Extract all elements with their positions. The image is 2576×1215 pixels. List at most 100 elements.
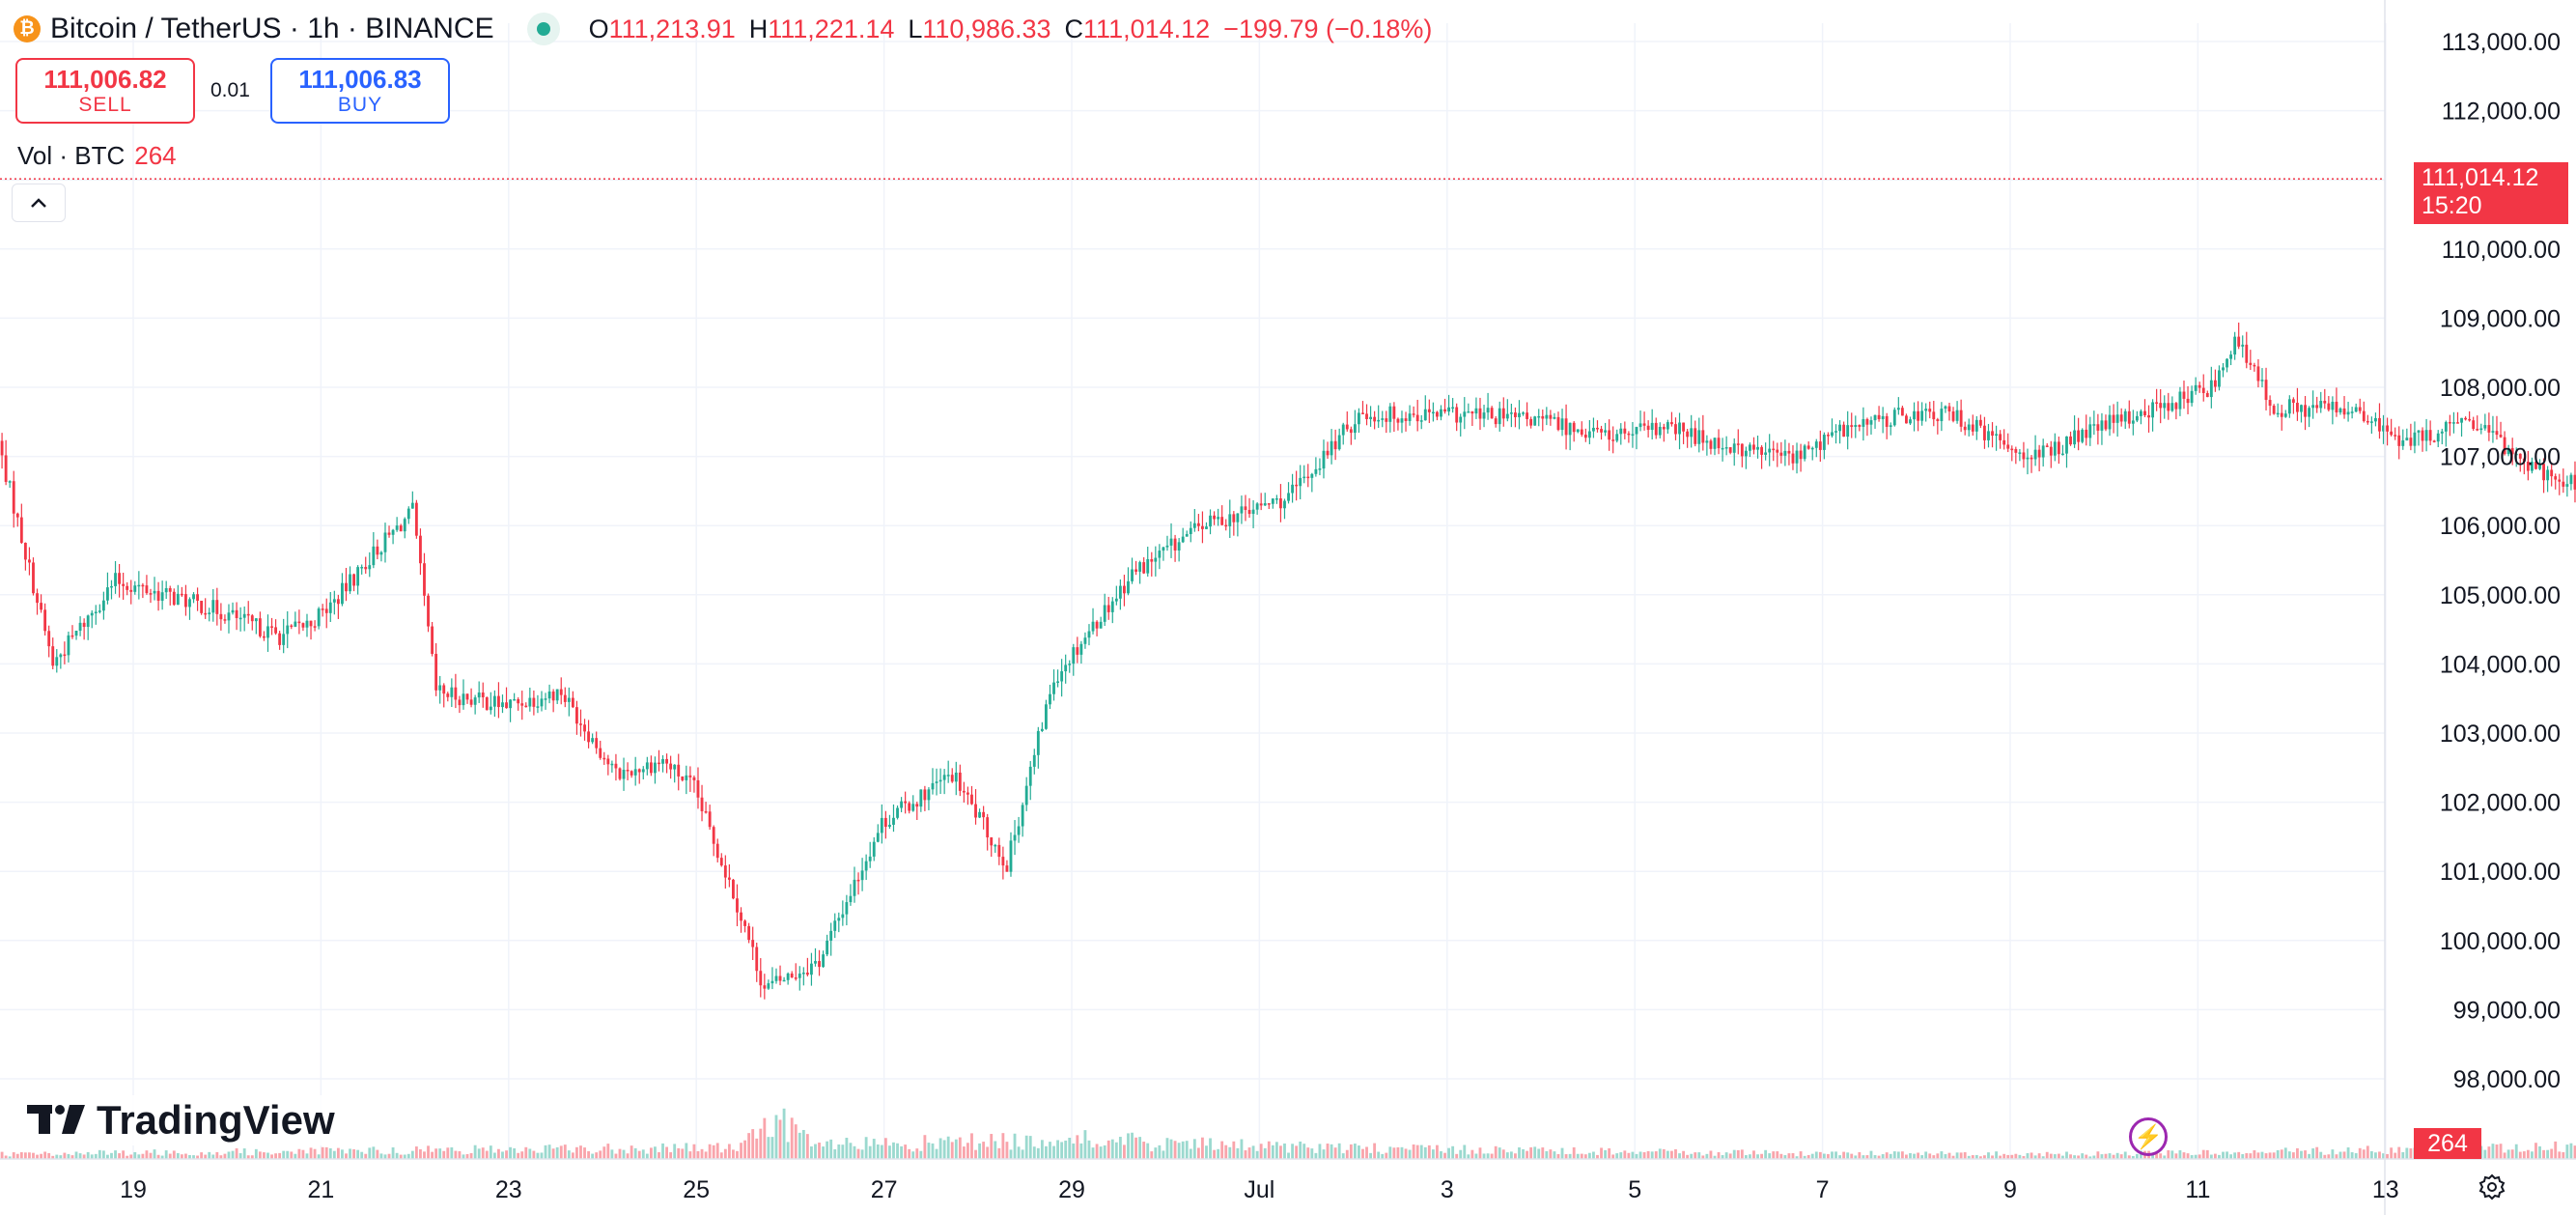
volume-bar: [1666, 1150, 1669, 1159]
candle-body: [242, 613, 246, 618]
volume-bar: [294, 1153, 297, 1159]
candle-body: [1928, 409, 1932, 412]
candle-body: [974, 804, 977, 818]
candle-body: [1541, 415, 1545, 419]
volume-bar: [1991, 1155, 1994, 1159]
candle-body: [1814, 441, 1818, 448]
volume-bar: [1259, 1144, 1263, 1159]
candle-body: [4, 455, 8, 482]
settings-gear-icon[interactable]: [2478, 1173, 2506, 1201]
candle-body: [160, 592, 164, 602]
candle-body: [208, 612, 211, 614]
volume-bar: [528, 1148, 532, 1159]
volume-bar: [1713, 1155, 1717, 1159]
candle-body: [145, 585, 149, 594]
volume-bar: [712, 1144, 715, 1159]
candle-body: [994, 844, 997, 847]
volume-bar: [1756, 1154, 1759, 1159]
candle-body: [1529, 418, 1533, 426]
volume-bar: [1291, 1144, 1294, 1159]
volume-bar: [313, 1148, 317, 1159]
candle-body: [172, 591, 176, 606]
candle-body: [2319, 401, 2323, 409]
volume-bar: [2291, 1152, 2295, 1159]
candle-body: [1717, 438, 1721, 449]
candle-body: [1283, 500, 1286, 509]
volume-bar: [1412, 1144, 1415, 1159]
candle-body: [2522, 458, 2526, 462]
y-tick-label: 102,000.00: [2440, 790, 2561, 817]
candle-body: [654, 762, 657, 774]
time-axis[interactable]: 19 21 23 25 27 29 Jul 3 5 7 9 11 13: [0, 1158, 2576, 1203]
candle-body: [2479, 428, 2483, 431]
candle-body: [2554, 476, 2558, 480]
volume-bar: [1862, 1155, 1865, 1159]
buy-button[interactable]: 111,006.83 BUY: [270, 58, 450, 124]
candle-body: [880, 817, 883, 834]
volume-bar: [431, 1151, 434, 1159]
chevron-up-icon[interactable]: [12, 184, 66, 222]
volume-bar: [946, 1136, 950, 1159]
volume-bar: [1076, 1135, 1079, 1159]
candle-body: [2362, 410, 2366, 421]
tradingview-logo[interactable]: TradingView: [21, 1095, 341, 1145]
low-label: L: [908, 14, 923, 43]
market-status-icon[interactable]: [526, 13, 560, 45]
candle-body: [1463, 411, 1467, 417]
volume-bar: [2174, 1153, 2178, 1159]
volume-bar: [1251, 1145, 1255, 1159]
volume-bar: [559, 1145, 563, 1159]
volume-bar: [458, 1151, 462, 1159]
candle-body: [860, 870, 864, 881]
candle-body: [0, 440, 4, 456]
volume-bar: [1318, 1144, 1322, 1159]
volume-bar: [309, 1147, 313, 1159]
candle-body: [473, 697, 477, 705]
volume-bar: [2366, 1145, 2369, 1159]
volume-bar: [47, 1152, 51, 1159]
lightning-icon[interactable]: ⚡: [2129, 1117, 2168, 1156]
candle-body: [794, 977, 798, 979]
candle-body: [336, 599, 340, 605]
volume-bar: [1983, 1155, 1986, 1159]
volume-bar: [2100, 1154, 2104, 1159]
volume-bar: [622, 1149, 626, 1159]
candle-body: [2456, 422, 2459, 424]
candle-body: [1740, 443, 1744, 457]
volume-bar: [1881, 1154, 1885, 1159]
volume-bar: [1279, 1145, 1282, 1159]
close-value: 111,014.12: [1083, 14, 1211, 43]
volume-bar: [1705, 1153, 1709, 1159]
sell-button[interactable]: 111,006.82 SELL: [15, 58, 195, 124]
volume-bar: [1146, 1143, 1150, 1159]
candle-body: [1909, 419, 1912, 424]
candle-body: [294, 621, 297, 627]
y-tick-label: 106,000.00: [2440, 513, 2561, 540]
candle-body: [1686, 431, 1690, 438]
volume-bar: [2018, 1154, 2022, 1159]
volume-legend[interactable]: Vol · BTC 264: [17, 141, 177, 171]
candle-body: [1583, 435, 1587, 438]
candle-body: [1459, 416, 1463, 423]
symbol-title[interactable]: Bitcoin / TetherUS · 1h · BINANCE: [50, 13, 494, 44]
volume-bar: [324, 1146, 328, 1159]
candle-body: [1060, 671, 1064, 682]
candle-body: [2213, 380, 2217, 387]
candle-body: [982, 811, 986, 818]
candle-body: [2002, 439, 2006, 445]
volume-bar: [942, 1140, 946, 1159]
candle-body: [587, 731, 590, 743]
candle-body: [126, 585, 129, 590]
candle-body: [2378, 417, 2381, 432]
candle-body: [532, 697, 536, 707]
candle-body: [1764, 452, 1768, 455]
volume-bar: [1162, 1150, 1165, 1159]
candle-body: [822, 954, 825, 968]
candle-body: [1181, 536, 1185, 543]
volume-bar: [2092, 1155, 2096, 1159]
candle-body: [180, 593, 183, 596]
volume-bar: [715, 1143, 719, 1159]
volume-bar: [1306, 1147, 1310, 1159]
volume-bar: [1697, 1152, 1701, 1159]
